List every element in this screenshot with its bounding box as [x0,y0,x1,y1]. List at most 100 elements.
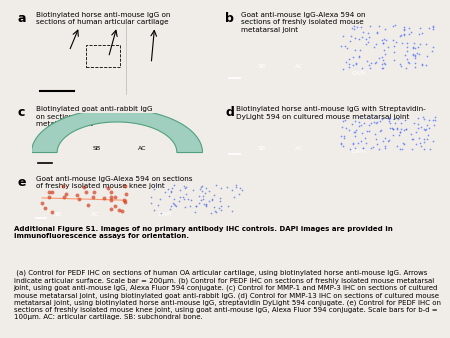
Point [377,128,384,134]
Point [122,191,130,197]
Point [338,142,345,147]
Text: SB: SB [54,212,62,217]
Point [111,194,118,200]
Point [348,33,355,38]
Point [169,200,176,205]
Text: b: b [225,12,234,25]
Point [166,194,173,199]
Point [198,188,205,194]
Point [218,186,225,191]
Point [402,126,409,131]
Point [390,37,397,42]
Point [384,139,392,144]
Text: (a) Control for PEDF IHC on sections of human OA articular cartilage, using biot: (a) Control for PEDF IHC on sections of … [14,270,441,320]
Text: Biotinylated horse anti-mouse IgG on
sections of human articular cartilage: Biotinylated horse anti-mouse IgG on sec… [36,12,171,25]
Point [415,51,423,56]
Point [151,187,158,192]
Point [351,129,358,135]
Point [387,126,394,131]
Point [206,198,213,204]
Point [374,29,381,35]
Point [351,129,358,135]
Point [411,54,418,59]
Point [390,24,397,29]
Point [412,55,419,61]
Point [203,203,210,208]
Point [353,60,360,66]
Point [167,203,175,209]
Point [429,24,436,29]
Point [392,40,399,45]
Point [84,202,91,207]
Point [395,133,402,138]
Point [63,191,70,197]
Point [381,47,388,52]
Point [345,61,352,67]
Text: Biotinylated goat anti-rabbit IgG
on sections of cultured mouse
metatarsal joint: Biotinylated goat anti-rabbit IgG on sec… [36,106,153,127]
Point [339,118,346,123]
Point [429,139,436,144]
Point [432,114,439,119]
Point [371,131,378,137]
Point [351,133,358,139]
Point [186,203,194,209]
Point [360,145,367,151]
Point [422,126,429,131]
Point [403,126,410,131]
Point [420,127,427,132]
Point [420,146,427,151]
Point [180,183,188,189]
Point [338,124,345,130]
Point [416,42,423,47]
Point [351,145,359,151]
Point [351,35,359,41]
Point [404,45,411,50]
Point [400,25,407,30]
Point [89,194,96,199]
Point [378,66,385,71]
Point [238,188,245,193]
Point [366,115,373,121]
Point [405,31,413,37]
Point [339,66,346,71]
Point [167,188,175,194]
Point [162,190,169,195]
Point [116,207,123,213]
Point [418,63,426,68]
Point [49,189,56,194]
Point [171,196,178,202]
Point [367,65,374,70]
Point [82,189,90,194]
Point [338,141,345,146]
Point [409,146,416,152]
Point [175,198,182,203]
Point [385,119,392,124]
Point [414,50,421,55]
Point [340,33,347,39]
Point [150,208,157,213]
Point [414,125,421,130]
Point [372,42,379,47]
Point [356,53,363,59]
Point [427,146,434,152]
Point [365,34,373,40]
Point [422,41,429,46]
Point [355,123,362,128]
Point [349,62,356,67]
Point [405,61,413,66]
Point [420,137,427,142]
Point [379,40,386,45]
Point [346,146,353,152]
Point [371,45,378,50]
Point [397,63,404,68]
Point [225,203,232,209]
Point [216,196,224,201]
Point [414,44,422,49]
Point [410,136,417,142]
Point [168,189,175,195]
Point [368,120,375,126]
Point [429,24,436,30]
Point [400,127,407,132]
Text: Biotinylated horse anti-mouse IgG with Streptavidin-
DyLight 594 on cultured mou: Biotinylated horse anti-mouse IgG with S… [236,106,426,120]
Point [173,203,180,209]
